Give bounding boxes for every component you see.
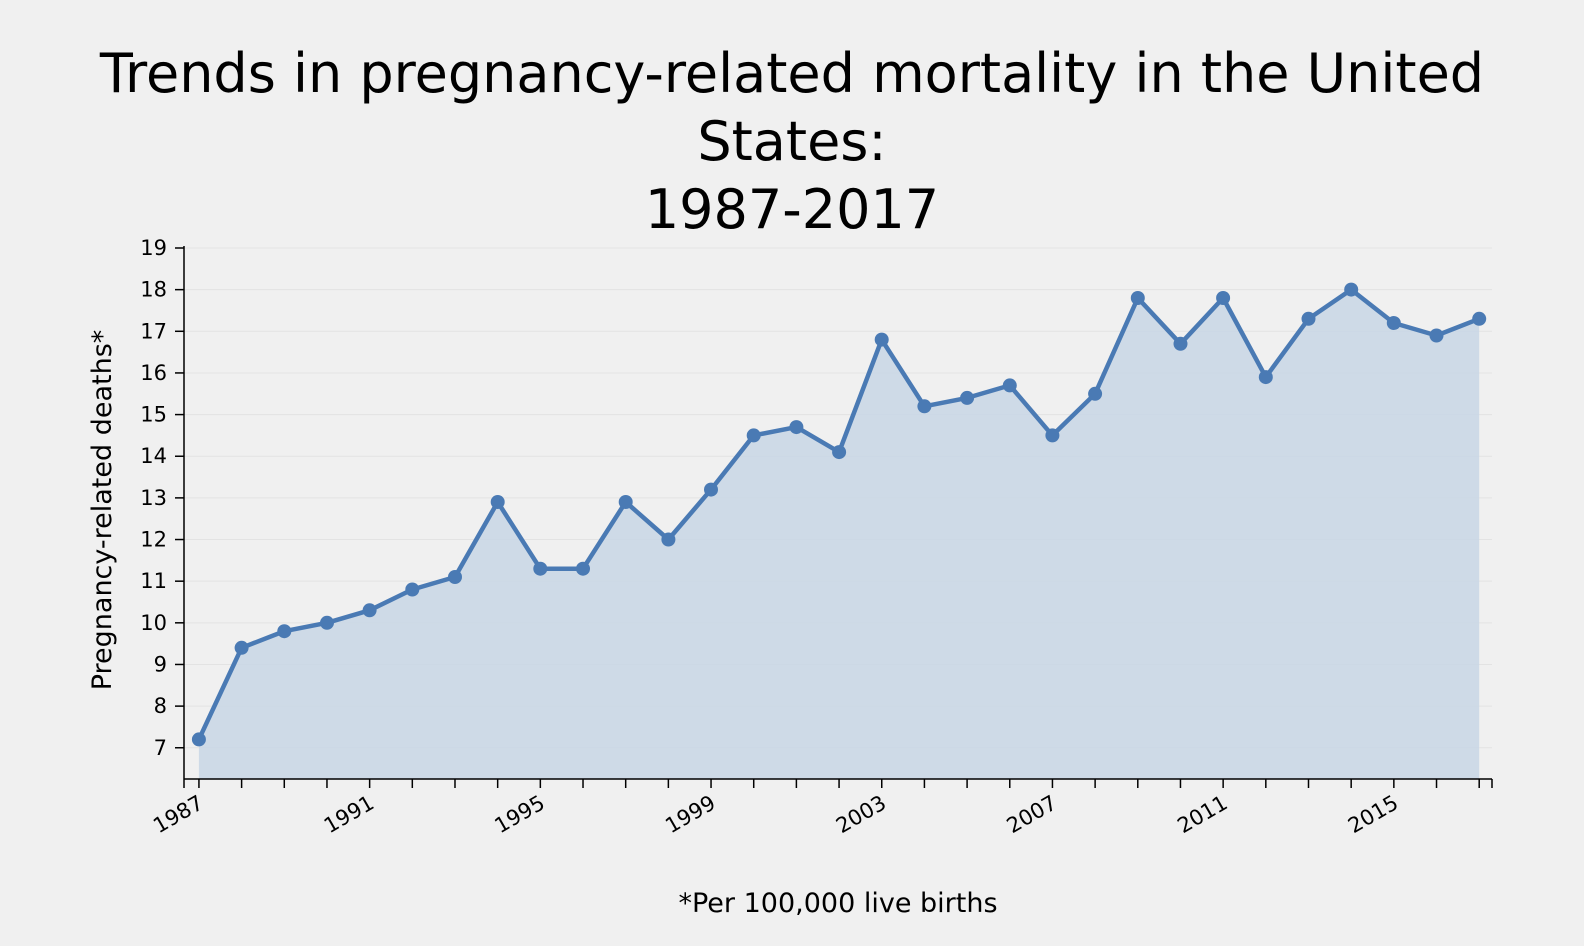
y-tick-label-8: 8 [154, 694, 167, 718]
data-point-1991 [362, 603, 377, 618]
data-point-1987 [191, 732, 206, 747]
chart-title: Trends in pregnancy-related mortality in… [0, 40, 1584, 244]
data-point-1995 [533, 561, 548, 576]
data-point-2017 [1472, 311, 1487, 326]
data-point-2008 [1088, 386, 1103, 401]
data-point-1994 [490, 495, 505, 509]
data-point-1997 [618, 495, 633, 509]
data-point-2004 [917, 399, 932, 414]
y-tick-label-11: 11 [140, 569, 167, 593]
x-axis-title: *Per 100,000 live births [678, 888, 997, 919]
x-tick-label-2003: 2003 [832, 791, 890, 839]
y-tick-label-19: 19 [140, 236, 167, 260]
y-tick-label-13: 13 [140, 486, 167, 510]
x-tick-label-1995: 1995 [491, 791, 549, 839]
data-point-2002 [832, 445, 847, 460]
data-point-2006 [1002, 378, 1017, 393]
series-area [198, 289, 1480, 779]
x-tick-label-1987: 1987 [149, 791, 207, 839]
chart-title-line-1: Trends in pregnancy-related mortality in… [99, 42, 1485, 173]
y-tick-label-12: 12 [140, 528, 167, 552]
data-point-2005 [960, 390, 975, 405]
data-point-2003 [874, 332, 889, 347]
x-tick-label-2011: 2011 [1173, 791, 1231, 839]
data-point-1992 [405, 582, 420, 597]
data-point-2007 [1045, 428, 1060, 443]
y-tick-label-18: 18 [140, 278, 167, 302]
data-point-1998 [661, 532, 676, 547]
data-point-2016 [1429, 328, 1444, 343]
data-point-1999 [704, 482, 718, 497]
x-tick-label-2007: 2007 [1003, 791, 1061, 839]
data-point-2011 [1216, 291, 1231, 305]
y-tick-label-9: 9 [154, 652, 167, 676]
x-tick-label-2015: 2015 [1344, 791, 1402, 839]
data-point-1996 [576, 561, 590, 576]
x-tick-label-1999: 1999 [661, 791, 719, 839]
data-point-2012 [1258, 370, 1273, 385]
y-tick-label-7: 7 [154, 736, 167, 760]
data-point-1988 [234, 640, 249, 655]
data-point-2014 [1344, 282, 1359, 297]
x-tick-label-1991: 1991 [320, 791, 378, 839]
data-point-1989 [277, 624, 292, 639]
chart-title-line-2: 1987-2017 [644, 178, 940, 241]
data-point-2010 [1173, 336, 1188, 351]
y-tick-label-15: 15 [140, 403, 167, 427]
data-point-2013 [1301, 311, 1316, 326]
data-point-2000 [746, 428, 761, 443]
y-tick-label-14: 14 [140, 444, 167, 468]
data-point-2015 [1386, 316, 1401, 330]
data-point-2009 [1130, 291, 1145, 305]
data-point-1993 [448, 570, 462, 584]
y-tick-label-17: 17 [140, 319, 167, 343]
data-point-2001 [789, 420, 804, 435]
area-layer [198, 289, 1480, 779]
y-tick-label-16: 16 [140, 361, 167, 385]
y-axis-title: Pregnancy-related deaths* [87, 330, 118, 691]
y-tick-label-10: 10 [140, 611, 167, 635]
data-point-1990 [320, 615, 334, 630]
data-points [191, 282, 1487, 747]
